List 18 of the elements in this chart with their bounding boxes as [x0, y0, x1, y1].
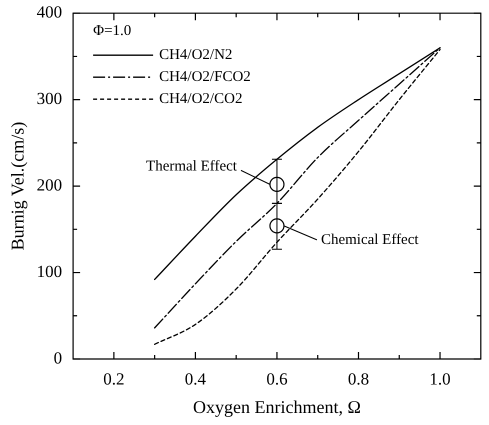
annotation: Thermal Effect	[146, 158, 238, 174]
y-tick-label: 200	[36, 176, 62, 195]
x-axis-title: Oxygen Enrichment, Ω	[193, 396, 361, 417]
legend-label: CH4/O2/CO2	[159, 91, 242, 108]
x-tick-label: 0.8	[348, 370, 370, 389]
x-tick-label: 0.4	[184, 370, 207, 389]
y-tick-label: 0	[54, 348, 62, 368]
annotation: Chemical Effect	[320, 232, 420, 248]
legend-label: CH4/O2/N2	[159, 47, 232, 64]
y-axis-title: Burnig Vel.(cm/s)	[8, 122, 28, 250]
y-tick-label: 100	[36, 262, 62, 282]
x-tick-label: 0.6	[266, 370, 288, 389]
x-tick-label: 1.0	[429, 370, 451, 389]
y-tick-label: 400	[36, 2, 62, 22]
legend-label: CH4/O2/FCO2	[159, 69, 251, 86]
y-tick-label: 300	[36, 89, 62, 108]
x-tick-label: 0.2	[103, 370, 124, 389]
legend-title: Φ=1.0	[93, 23, 132, 40]
